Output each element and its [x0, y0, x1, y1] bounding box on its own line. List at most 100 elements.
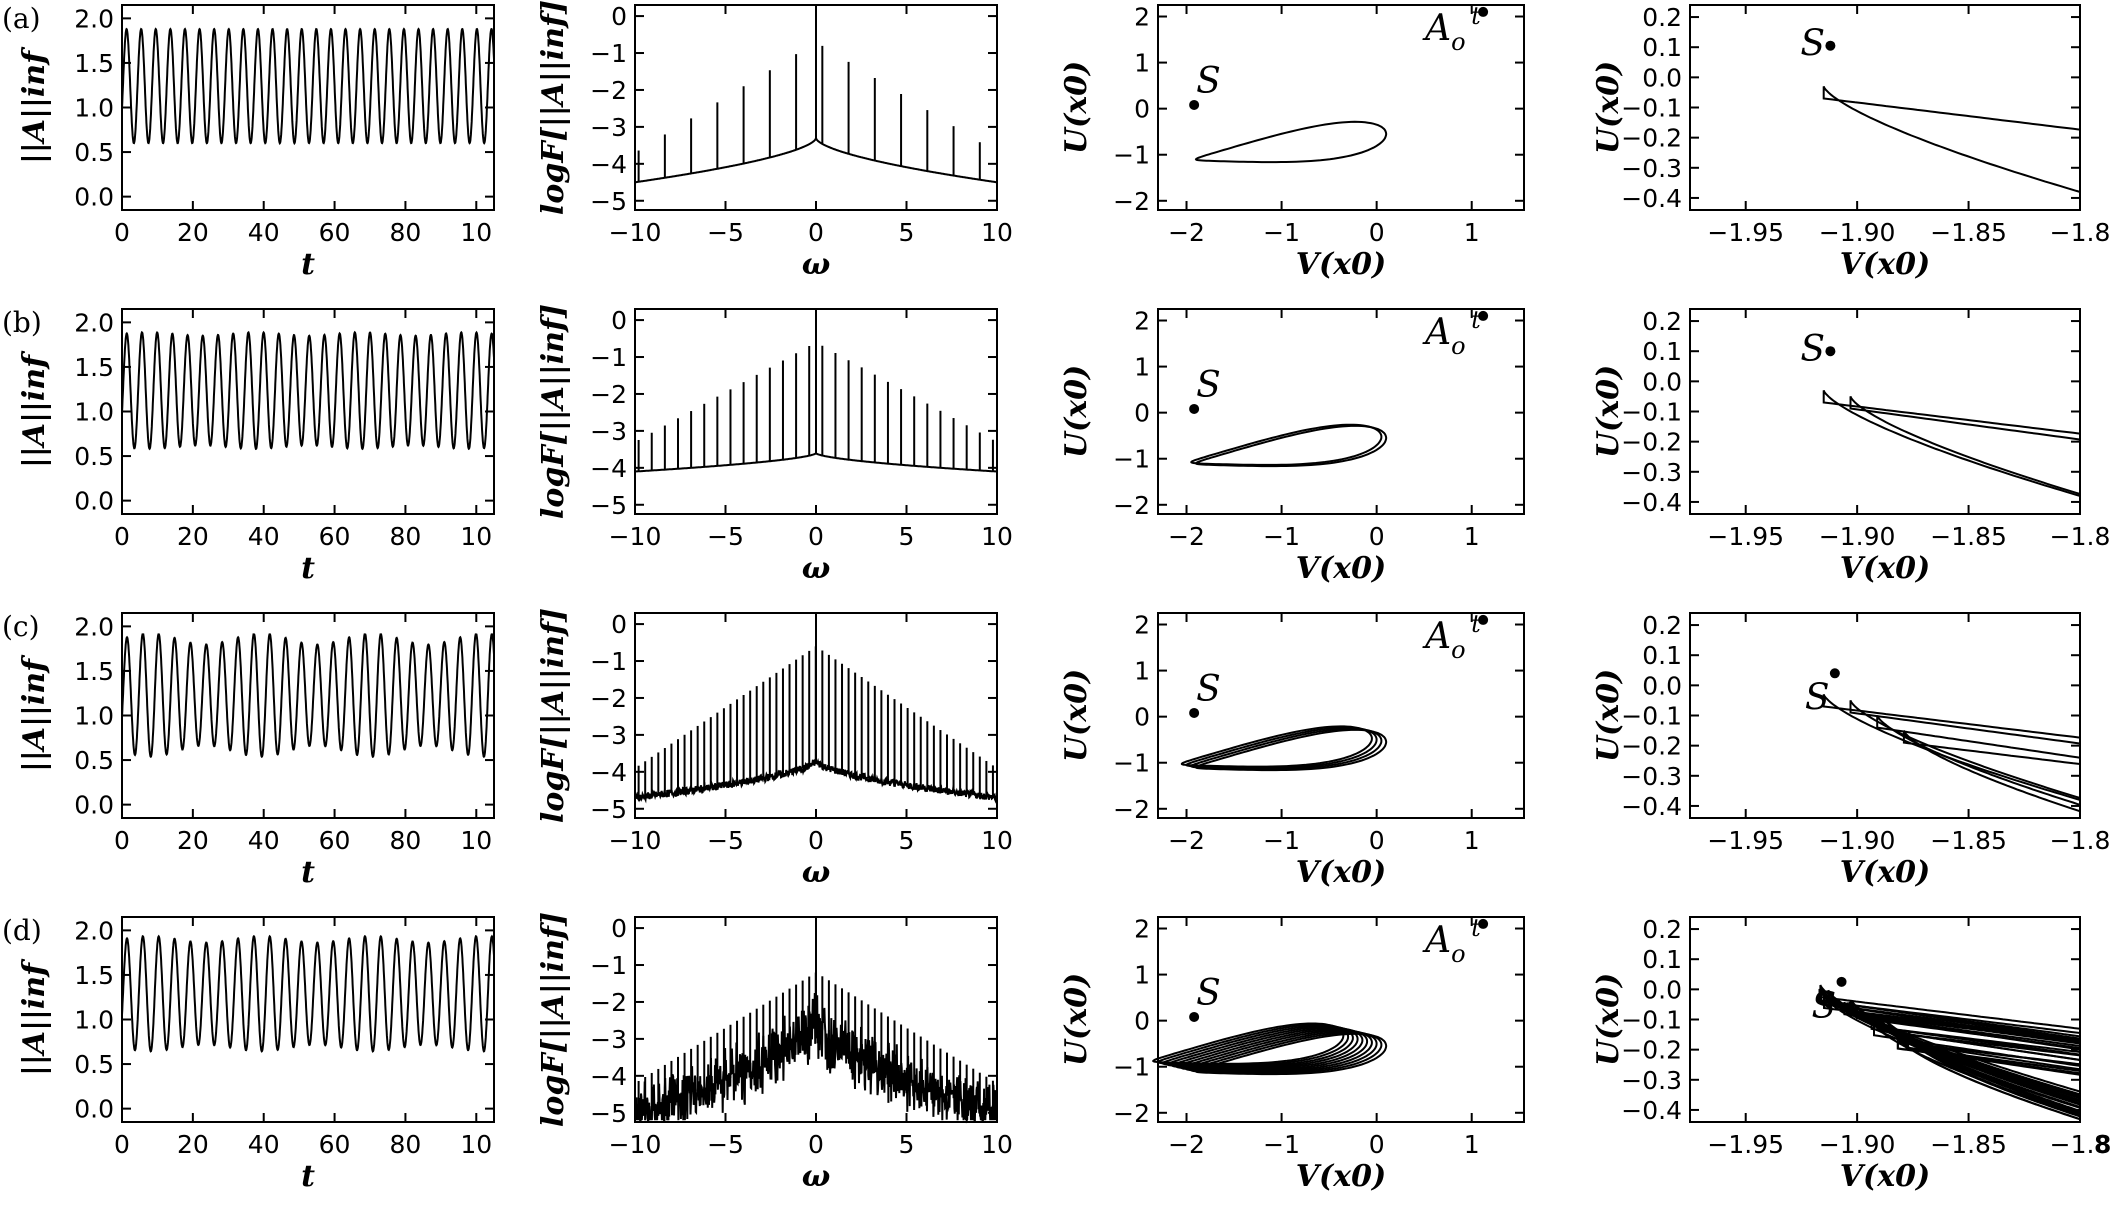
y-tick-label: −1 — [1113, 749, 1150, 778]
x-tick-label: −2 — [1168, 1130, 1205, 1159]
x-tick-label: 1 — [1464, 1130, 1480, 1159]
zoomed-orbit — [1849, 396, 2080, 495]
y-tick-label: −0.4 — [1621, 488, 1682, 517]
x-tick-label: −1.90 — [1819, 826, 1896, 855]
y-axis-label: ||A||inf — [17, 958, 52, 1076]
x-tick-label: 0 — [808, 522, 824, 551]
x-tick-label: −1 — [1263, 218, 1300, 247]
x-axis-label: V(x0) — [1296, 855, 1386, 890]
x-tick-label: −10 — [609, 1130, 662, 1159]
y-tick-label: −0.1 — [1621, 94, 1682, 123]
zoomed-orbit — [1900, 1030, 2080, 1114]
plot-frame — [1689, 4, 2081, 211]
y-tick-label: 1 — [1134, 657, 1150, 686]
attractor-subscript: o — [1451, 332, 1465, 360]
x-tick-label: −1 — [1263, 522, 1300, 551]
y-tick-label: −2 — [1113, 795, 1150, 824]
time-series-line — [121, 934, 495, 1053]
attractor-subscript: o — [1451, 940, 1465, 968]
x-tick-label: −5 — [707, 826, 744, 855]
y-axis-label: U(x0) — [1591, 61, 1626, 154]
attractor-point — [1478, 918, 1489, 929]
attractor-superscript: t — [1471, 2, 1481, 30]
attractor-point — [1478, 614, 1489, 625]
saddle-label: S — [1805, 677, 1830, 718]
y-axis-label: U(x0) — [1591, 669, 1626, 762]
x-tick-label: 1 — [1464, 826, 1480, 855]
saddle-point — [1189, 403, 1200, 414]
x-tick-label: 0 — [1369, 1130, 1385, 1159]
x-tick-label: −1.8 — [2050, 826, 2111, 855]
y-axis-label: U(x0) — [1059, 669, 1094, 762]
y-tick-label: 1 — [1134, 353, 1150, 382]
y-axis-label: ||A||inf — [17, 46, 52, 164]
y-axis-label: U(x0) — [1591, 973, 1626, 1066]
saddle-label: S — [1196, 365, 1221, 406]
x-tick-label: 40 — [248, 218, 280, 247]
x-tick-label: −2 — [1168, 826, 1205, 855]
x-tick-label: 80 — [390, 1130, 422, 1159]
y-tick-label: −4 — [590, 758, 627, 787]
x-axis-label: V(x0) — [1296, 551, 1386, 586]
x-tick-label: 10 — [460, 522, 492, 551]
time-series-line — [121, 633, 495, 759]
y-tick-label: −3 — [590, 113, 627, 142]
y-tick-label: −0.1 — [1621, 702, 1682, 731]
y-tick-label: 0.1 — [1642, 641, 1682, 670]
x-axis-label: t — [301, 855, 315, 890]
plot-frame — [1157, 916, 1525, 1123]
zoomed-curves — [1822, 85, 2080, 193]
saddle-point — [1825, 346, 1836, 357]
saddle-label: S — [1800, 24, 1825, 65]
zoomed-orbit — [1849, 700, 2080, 799]
orbit-loop — [1180, 725, 1373, 768]
x-tick-label: 10 — [460, 218, 492, 247]
zoomed-orbit — [1876, 1017, 2080, 1109]
y-tick-label: 0 — [611, 914, 627, 943]
x-tick-label: 10 — [981, 522, 1013, 551]
x-axis-label: V(x0) — [1840, 1159, 1930, 1194]
panel-zoomed-portrait-1: S−1.95 −1.90 −1.85 −1.80.20.10.0−0.1−0.2−0.… — [1591, 307, 2110, 586]
y-tick-label: −5 — [590, 187, 627, 216]
x-tick-label: 20 — [177, 826, 209, 855]
y-tick-label: −0.2 — [1621, 124, 1682, 153]
x-tick-label: 0 — [1369, 826, 1385, 855]
x-axis-label: t — [301, 551, 315, 586]
zoomed-curves — [1818, 984, 2080, 1121]
saddle-point — [1189, 1011, 1200, 1022]
y-tick-label: 0.0 — [1642, 671, 1682, 700]
x-tick-label: 60 — [319, 826, 351, 855]
y-tick-label: −0.2 — [1621, 732, 1682, 761]
x-tick-label: 10 — [460, 826, 492, 855]
orbit-loop — [1151, 1022, 1345, 1065]
x-tick-label: 10 — [981, 1130, 1013, 1159]
x-tick-label: −5 — [707, 218, 744, 247]
y-tick-label: 0 — [1134, 1007, 1150, 1036]
y-axis-label: ||A||inf — [17, 654, 52, 772]
y-tick-label: −1 — [590, 343, 627, 372]
saddle-label: S — [1812, 986, 1837, 1027]
x-tick-label: 5 — [899, 522, 915, 551]
y-tick-label: 2 — [1134, 915, 1150, 944]
time-series-line — [121, 330, 495, 451]
x-tick-label: 40 — [248, 826, 280, 855]
y-tick-label: 1.0 — [74, 702, 114, 731]
attractor-label: A — [1422, 8, 1451, 49]
y-tick-label: −2 — [590, 988, 627, 1017]
zoomed-orbit — [1905, 1034, 2080, 1117]
panel-time-series-1: 0 20 40 60 80 10 0.0 0.5 1.0 1.5 2.0 t ||A||inf — [17, 308, 495, 586]
x-tick-label: 60 — [319, 218, 351, 247]
x-tick-label: 40 — [248, 1130, 280, 1159]
y-tick-label: 0 — [1134, 399, 1150, 428]
y-tick-label: 0.1 — [1642, 945, 1682, 974]
zoomed-curves — [1822, 389, 2080, 497]
saddle-label: S — [1196, 669, 1221, 710]
y-tick-label: 0.0 — [74, 183, 114, 212]
spectrum-line — [634, 992, 998, 1124]
last-tick-fragment: 8 — [2094, 1130, 2111, 1159]
x-axis-label: V(x0) — [1840, 855, 1930, 890]
y-tick-label: −4 — [590, 1062, 627, 1091]
x-tick-label: −1 — [1263, 826, 1300, 855]
x-tick-label: 20 — [177, 1130, 209, 1159]
